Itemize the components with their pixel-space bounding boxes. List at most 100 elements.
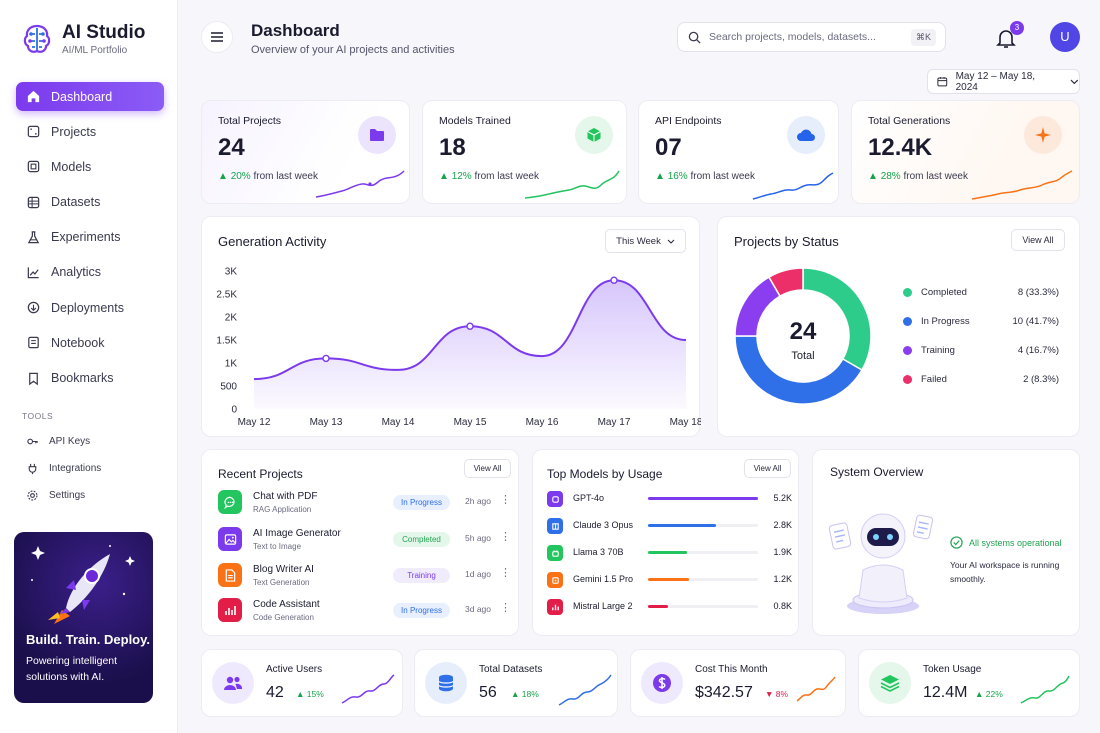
card-title: Generation Activity (218, 234, 327, 249)
legend-item-training: Training 4 (16.7%) (903, 345, 1059, 356)
y-tick-label: 500 (220, 382, 237, 393)
folder-icon (370, 129, 384, 141)
avatar[interactable]: U (1050, 22, 1080, 52)
bottom-stat-token-usage[interactable]: Token Usage 12.4M ▲ 22% (858, 649, 1080, 717)
bottom-stat-cost-this-month[interactable]: Cost This Month $342.57 ▼ 8% (630, 649, 846, 717)
stat-sparkline (1020, 675, 1070, 704)
stat-value: $342.57 (695, 684, 753, 701)
more-options-icon[interactable]: ⋮ (500, 494, 511, 506)
stat-value: 12.4K (868, 134, 933, 161)
sidebar-item-label: Analytics (51, 265, 102, 280)
gemini-icon (551, 576, 559, 584)
search-shortcut: ⌘K (910, 29, 936, 46)
menu-toggle-button[interactable] (201, 21, 233, 53)
view-all-button[interactable]: View All (1011, 229, 1065, 251)
model-name: Mistral Large 2 (573, 601, 633, 611)
stat-card-total-projects[interactable]: Total Projects 24 ▲ 20% from last week (201, 100, 410, 204)
search-input[interactable] (709, 31, 899, 43)
bars-icon (225, 606, 236, 615)
sidebar-item-analytics[interactable]: Analytics (16, 258, 164, 287)
view-all-button[interactable]: View All (464, 459, 511, 478)
model-usage: 0.8K (773, 601, 792, 611)
sidebar-item-datasets[interactable]: Datasets (16, 188, 164, 217)
sidebar-item-projects[interactable]: Projects (16, 117, 164, 146)
sidebar-nav: Dashboard Projects Models Datasets Exper… (16, 82, 164, 399)
stat-sparkline (524, 170, 620, 199)
sidebar-item-settings[interactable]: Settings (16, 484, 164, 506)
x-tick-label: May 14 (382, 417, 415, 428)
more-options-icon[interactable]: ⋮ (500, 567, 511, 579)
stat-delta: ▲ 22% (975, 689, 1003, 699)
data-point (610, 276, 618, 284)
search-bar[interactable]: ⌘K (677, 22, 946, 52)
legend-dot (903, 317, 912, 326)
x-tick-label: May 15 (454, 417, 487, 428)
sidebar-item-api-keys[interactable]: API Keys (16, 430, 164, 452)
stat-delta: ▲ 15% (296, 689, 324, 699)
view-all-button[interactable]: View All (744, 459, 791, 478)
model-row[interactable]: GPT-4o 5.2K (547, 491, 792, 507)
bottom-stat-total-datasets[interactable]: Total Datasets 56 ▲ 18% (414, 649, 618, 717)
y-tick-label: 3K (225, 267, 238, 278)
date-range-picker[interactable]: May 12 – May 18, 2024 (927, 69, 1080, 94)
project-row[interactable]: Code Assistant Code Generation In Progre… (218, 598, 511, 624)
project-type: Text to Image (253, 542, 302, 551)
calendar-icon (937, 77, 948, 87)
model-row[interactable]: Claude 3 Opus 2.8K (547, 518, 792, 534)
sidebar-item-integrations[interactable]: Integrations (16, 457, 164, 479)
stat-card-total-generations[interactable]: Total Generations 12.4K ▲ 28% from last … (851, 100, 1080, 204)
sidebar-item-models[interactable]: Models (16, 152, 164, 181)
llama-icon (551, 549, 559, 557)
image-icon (224, 533, 236, 545)
sidebar-item-experiments[interactable]: Experiments (16, 223, 164, 252)
project-row[interactable]: AI Image Generator Text to Image Complet… (218, 527, 511, 553)
usage-bar-track (648, 497, 758, 500)
generation-activity-card: Generation Activity This Week 0 500 1K 1.5K… (201, 216, 701, 437)
stat-value: 12.4M (923, 684, 968, 701)
sidebar-item-deployments[interactable]: Deployments (16, 293, 164, 322)
view-all-label: View All (753, 464, 782, 473)
system-overview-card: System Overview All systems operational … (812, 449, 1080, 636)
bottom-stat-active-users[interactable]: Active Users 42 ▲ 15% (201, 649, 403, 717)
stat-card-api-endpoints[interactable]: API Endpoints 07 ▲ 16% from last week (638, 100, 839, 204)
more-options-icon[interactable]: ⋮ (500, 602, 511, 614)
openai-icon (551, 495, 559, 503)
usage-bar (648, 497, 758, 500)
sidebar-item-notebook[interactable]: Notebook (16, 328, 164, 357)
check-circle-icon (950, 536, 963, 549)
stat-label: Models Trained (439, 115, 511, 127)
status-badge: In Progress (393, 495, 450, 510)
stat-card-models-trained[interactable]: Models Trained 18 ▲ 12% from last week (422, 100, 627, 204)
users-icon (224, 676, 243, 690)
flask-icon (27, 231, 40, 244)
stat-delta-value: 18% (521, 689, 539, 699)
bell-icon[interactable] (994, 26, 1018, 50)
stat-sparkline (796, 676, 836, 702)
stat-label: API Endpoints (655, 115, 722, 127)
period-select[interactable]: This Week (605, 229, 686, 253)
model-row[interactable]: Llama 3 70B 1.9K (547, 545, 792, 561)
legend-label: Training (921, 345, 955, 356)
model-row[interactable]: Mistral Large 2 0.8K (547, 599, 792, 615)
system-status: All systems operational (950, 536, 1062, 549)
database-icon (438, 674, 454, 692)
sidebar-item-dashboard[interactable]: Dashboard (16, 82, 164, 111)
database-icon (27, 196, 40, 208)
model-icon (547, 518, 563, 534)
model-icon (547, 491, 563, 507)
project-row[interactable]: Chat with PDF RAG Application In Progres… (218, 490, 511, 516)
app-logo[interactable]: AI Studio AI/ML Portfolio (20, 22, 145, 56)
rocket-illustration (31, 545, 135, 624)
project-row[interactable]: Blog Writer AI Text Generation Training … (218, 563, 511, 589)
model-name: Llama 3 70B (573, 547, 624, 557)
search-icon (688, 31, 701, 44)
promo-card[interactable]: Build. Train. Deploy. Powering intellige… (14, 532, 153, 703)
sidebar-item-label: Settings (49, 489, 86, 501)
sidebar-item-bookmarks[interactable]: Bookmarks (16, 364, 164, 393)
sidebar-item-label: API Keys (49, 435, 91, 447)
data-point (322, 354, 330, 363)
model-row[interactable]: Gemini 1.5 Pro 1.2K (547, 572, 792, 588)
more-options-icon[interactable]: ⋮ (500, 531, 511, 543)
stat-sparkline (341, 674, 395, 704)
project-time: 1d ago (465, 569, 491, 579)
